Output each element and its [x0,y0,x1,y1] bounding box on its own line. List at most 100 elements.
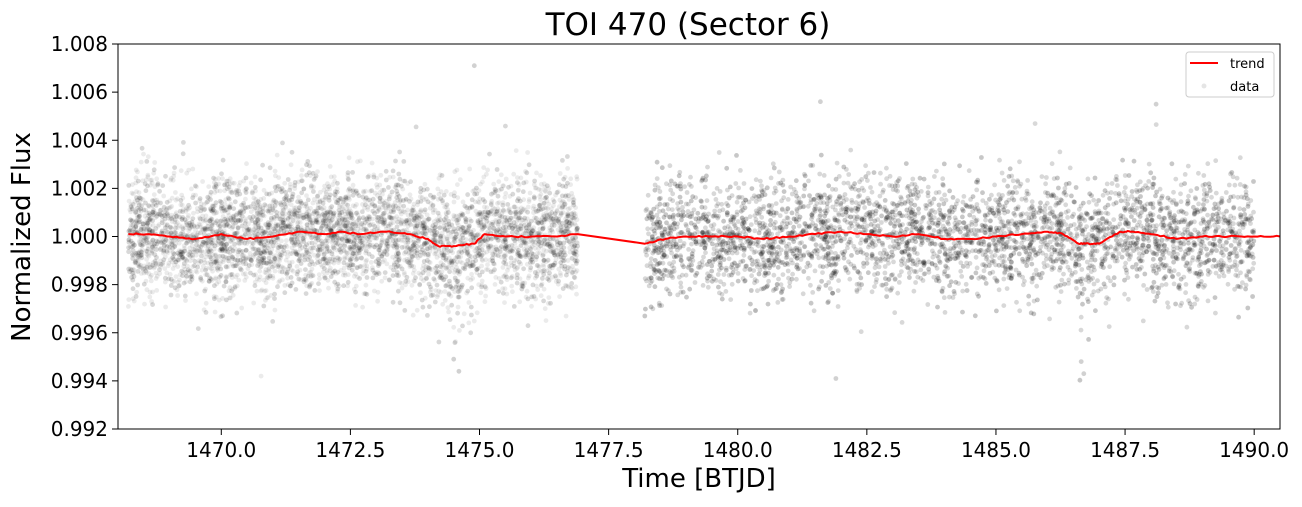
data-point [268,220,273,226]
data-point [490,258,496,264]
data-point [561,245,567,251]
data-point [525,204,531,210]
data-point [568,176,574,182]
data-point [322,213,328,218]
data-point [537,217,543,223]
data-point [319,217,325,222]
data-point [290,268,296,274]
data-point [476,200,482,206]
data-point [421,263,426,268]
data-point [374,226,380,232]
data-point [134,289,140,295]
data-point [281,248,287,254]
data-point [350,170,355,175]
data-point [479,278,485,284]
data-point [538,187,544,193]
data-point [293,287,299,292]
data-point [142,301,147,307]
data-point [465,192,471,198]
data-point [151,198,156,204]
data-point [379,278,385,284]
data-point [551,199,557,205]
data-point [492,282,498,287]
data-point [508,183,514,189]
data-point [458,254,464,260]
data-point [272,256,278,261]
data-point [184,170,190,176]
data-point [173,197,179,203]
data-point [156,222,162,228]
data-point [457,269,463,275]
data-point [435,218,441,224]
data-point [252,174,258,180]
data-point [297,253,302,259]
data-point [445,210,451,215]
data-point [319,223,325,229]
data-point [240,253,245,259]
data-point [158,207,164,213]
data-point [471,318,477,324]
data-point [138,159,144,165]
data-point [426,271,431,277]
data-point [346,155,352,161]
data-point [378,243,383,248]
data-point [317,288,322,293]
data-point [425,313,430,318]
data-point [228,201,234,207]
data-point [480,258,485,263]
data-point [276,256,281,262]
data-point [532,185,538,191]
data-point [574,291,579,297]
data-point [160,238,166,244]
data-point [460,199,466,205]
data-point [515,206,521,212]
data-point [135,282,141,288]
data-point [236,241,242,247]
data-point [154,176,160,182]
data-point [466,300,472,305]
data-point [554,238,560,244]
data-point [351,187,356,193]
data-point [484,205,490,211]
data-point [287,263,293,268]
data-point [211,211,217,216]
data-point [344,238,350,244]
data-point [248,204,254,210]
data-point [423,231,429,237]
data-point [504,277,510,283]
data-point [432,278,438,283]
data-point [335,180,340,186]
data-point [282,283,288,288]
data-point [538,192,544,197]
data-point [451,193,457,199]
data-point [289,149,295,155]
data-point [189,243,195,249]
data-point [364,263,370,269]
data-point [178,168,184,174]
data-point [375,289,381,295]
data-point [456,217,461,222]
data-point [469,197,475,203]
data-point [508,260,514,266]
data-point [364,275,370,280]
data-point [324,243,330,249]
data-point [200,263,206,269]
data-point [412,253,417,258]
data-point [506,184,511,190]
data-point [557,294,562,299]
data-point [234,310,240,316]
data-point [569,281,575,286]
data-point [283,242,288,248]
data-point [495,206,501,212]
data-point [341,283,347,289]
data-point [212,283,217,289]
data-point [380,219,385,225]
data-point [505,267,510,273]
data-point [298,277,303,283]
data-point [566,206,571,212]
data-point [417,282,423,287]
data-point [392,215,397,221]
data-point [510,289,515,295]
data-point [515,175,520,181]
data-point [355,223,360,229]
